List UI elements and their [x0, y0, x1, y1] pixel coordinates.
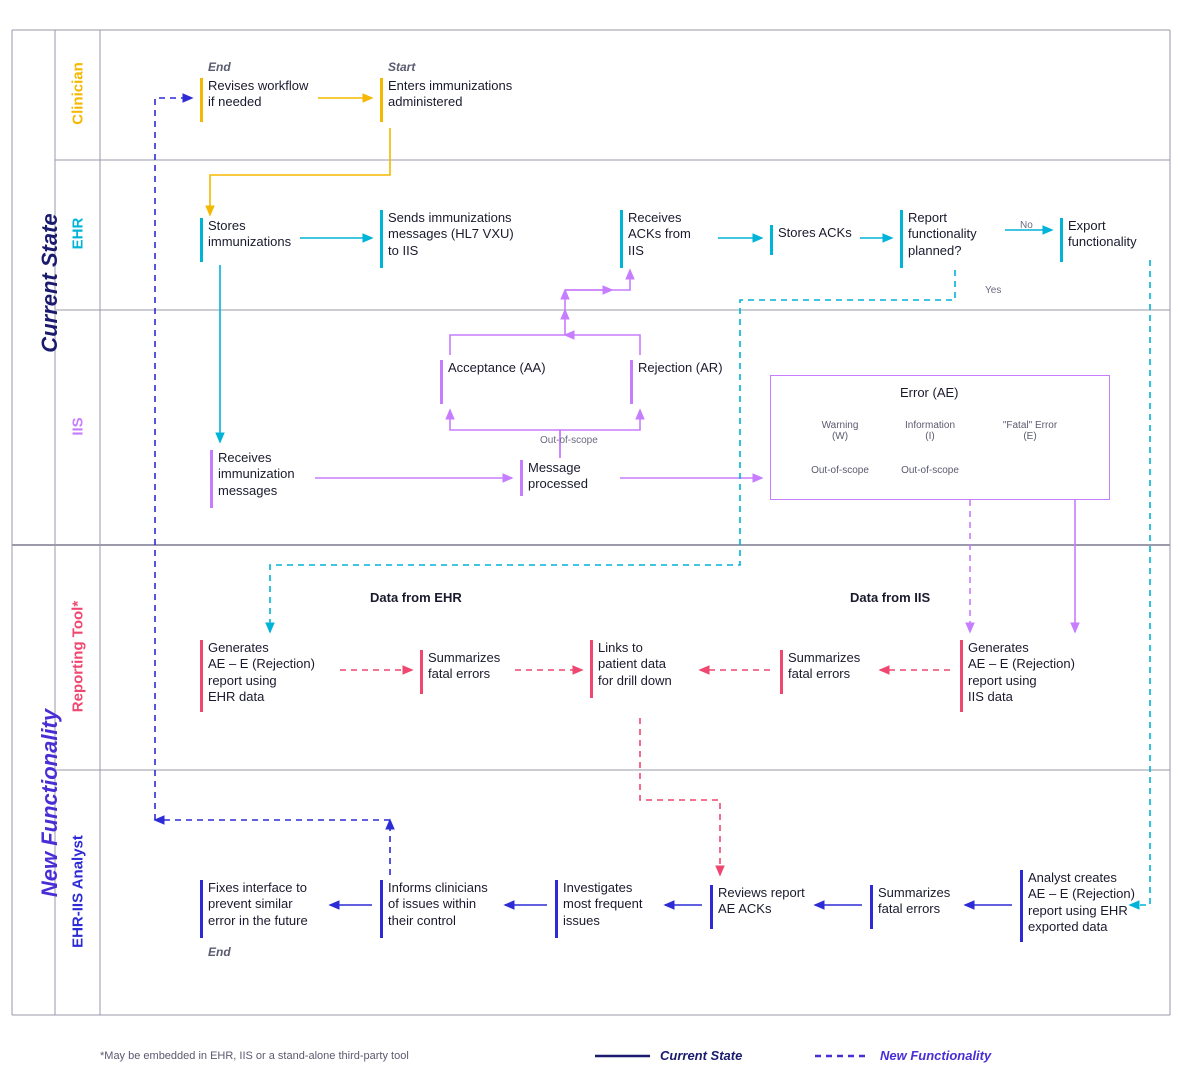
- node-bar-clin_revise: [200, 78, 203, 122]
- node-clin_revise: Revises workflowif needed: [208, 78, 308, 111]
- node-bar-clin_start: [380, 78, 383, 122]
- node-bar-an_fix: [200, 880, 203, 938]
- arrow-1: [210, 128, 390, 215]
- node-bar-iis_reject: [630, 360, 633, 404]
- error-col-sub-1: Out-of-scope: [890, 465, 970, 476]
- arrow-12: [565, 335, 640, 355]
- label-yes: Yes: [985, 285, 1001, 296]
- node-ehr_recv: ReceivesACKs fromIIS: [628, 210, 691, 259]
- lane-label-ehr: EHR: [69, 174, 86, 294]
- label-no: No: [1020, 220, 1033, 231]
- node-iis_recv: Receivesimmunizationmessages: [218, 450, 295, 499]
- arrow-14: [565, 270, 630, 290]
- node-bar-ehr_stores_ack: [770, 225, 773, 255]
- node-bar-iis_proc: [520, 460, 523, 496]
- node-rt_gen_iis: GeneratesAE – E (Rejection)report usingI…: [968, 640, 1075, 705]
- node-bar-ehr_export: [1060, 218, 1063, 262]
- error-box-title: Error (AE): [900, 385, 959, 400]
- node-an_fix: Fixes interface toprevent similarerror i…: [208, 880, 308, 929]
- error-col-1: Information(I): [890, 420, 970, 442]
- section-current-state: Current State: [37, 193, 63, 373]
- node-tag-clin_start: Start: [388, 60, 415, 74]
- node-bar-an_create: [1020, 870, 1023, 942]
- node-bar-rt_sum_ehr: [420, 650, 423, 694]
- node-bar-an_sum: [870, 885, 873, 929]
- node-bar-iis_accept: [440, 360, 443, 404]
- footnote: *May be embedded in EHR, IIS or a stand-…: [100, 1050, 409, 1062]
- node-bar-an_inform: [380, 880, 383, 938]
- arrow-11: [450, 310, 565, 355]
- node-bar-ehr_sends: [380, 210, 383, 268]
- arrow-10: [560, 410, 640, 458]
- error-col-sub-0: Out-of-scope: [800, 465, 880, 476]
- node-iis_accept: Acceptance (AA): [448, 360, 546, 376]
- node-an_inform: Informs cliniciansof issues withintheir …: [388, 880, 488, 929]
- node-rt_gen_ehr: GeneratesAE – E (Rejection)report usingE…: [208, 640, 315, 705]
- node-bar-rt_links: [590, 640, 593, 698]
- node-ehr_export: Exportfunctionality: [1068, 218, 1137, 251]
- node-endtag-an_fix: End: [208, 945, 231, 959]
- node-rt_sum_ehr: Summarizesfatal errors: [428, 650, 500, 683]
- node-rt_links: Links topatient datafor drill down: [598, 640, 672, 689]
- arrow-32: [1130, 260, 1150, 905]
- node-bar-an_review: [710, 885, 713, 929]
- node-bar-rt_gen_ehr: [200, 640, 203, 712]
- node-an_invest: Investigatesmost frequentissues: [563, 880, 643, 929]
- legend-current-label: Current State: [660, 1048, 742, 1063]
- node-ehr_stores_ack: Stores ACKs: [778, 225, 852, 241]
- diagram-canvas: Current State New Functionality Clinicia…: [0, 0, 1200, 1090]
- node-ehr_sends: Sends immunizationsmessages (HL7 VXU)to …: [388, 210, 514, 259]
- node-bar-ehr_report_q: [900, 210, 903, 268]
- label-out_of_scope: Out-of-scope: [540, 435, 598, 446]
- node-tag-clin_revise: End: [208, 60, 231, 74]
- section-new-functionality: New Functionality: [37, 698, 63, 908]
- node-ehr_stores: Storesimmunizations: [208, 218, 291, 251]
- lane-label-reporting: Reporting Tool*: [69, 596, 86, 716]
- node-iis_reject: Rejection (AR): [638, 360, 723, 376]
- lane-label-clinician: Clinician: [69, 34, 86, 154]
- legend-new-label: New Functionality: [880, 1048, 991, 1063]
- error-col-2: "Fatal" Error(E): [990, 420, 1070, 442]
- node-bar-ehr_recv: [620, 210, 623, 268]
- arrow-22: [640, 718, 720, 875]
- node-an_review: Reviews reportAE ACKs: [718, 885, 805, 918]
- node-iis_proc: Messageprocessed: [528, 460, 588, 493]
- node-bar-iis_recv: [210, 450, 213, 508]
- arrow-29: [155, 98, 192, 820]
- lane-label-iis: IIS: [69, 366, 86, 486]
- node-bar-rt_sum_iis: [780, 650, 783, 694]
- arrow-9: [450, 410, 560, 458]
- node-clin_start: Enters immunizationsadministered: [388, 78, 512, 111]
- label-data_from_iis: Data from IIS: [850, 590, 930, 605]
- node-bar-an_invest: [555, 880, 558, 938]
- node-rt_sum_iis: Summarizesfatal errors: [788, 650, 860, 683]
- error-col-0: Warning(W): [800, 420, 880, 442]
- node-bar-rt_gen_iis: [960, 640, 963, 712]
- node-bar-ehr_stores: [200, 218, 203, 262]
- lane-label-analyst: EHR-IIS Analyst: [69, 831, 86, 951]
- label-data_from_ehr: Data from EHR: [370, 590, 462, 605]
- node-ehr_report_q: Reportfunctionalityplanned?: [908, 210, 977, 259]
- node-an_create: Analyst createsAE – E (Rejection)report …: [1028, 870, 1135, 935]
- node-an_sum: Summarizesfatal errors: [878, 885, 950, 918]
